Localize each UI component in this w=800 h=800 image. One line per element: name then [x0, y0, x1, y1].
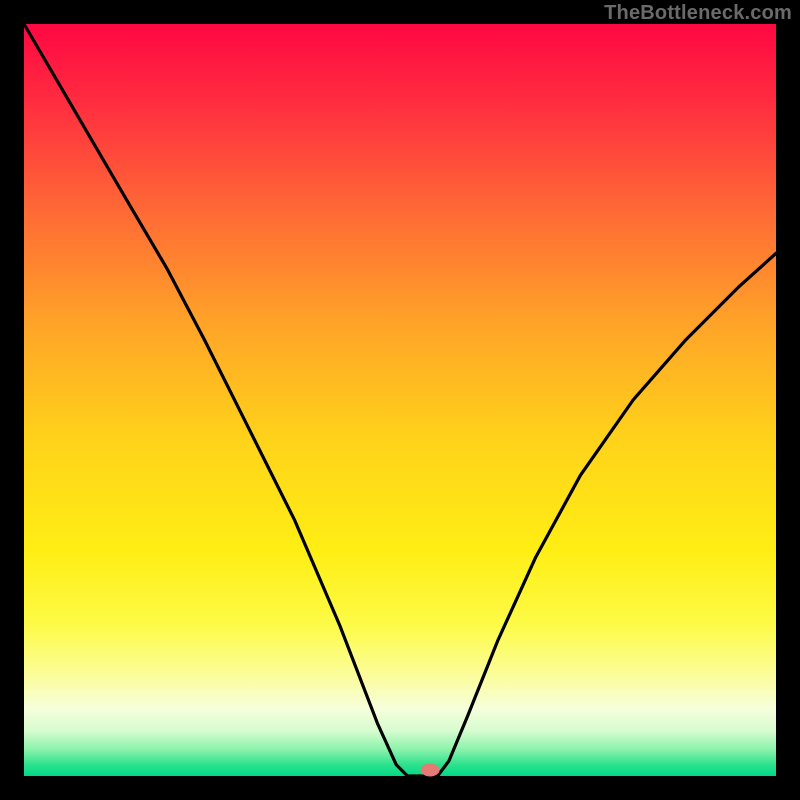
chart-container: TheBottleneck.com [0, 0, 800, 800]
optimal-point-marker [421, 764, 439, 776]
watermark-text: TheBottleneck.com [604, 2, 792, 25]
gradient-plot-area [24, 24, 776, 776]
bottleneck-v-curve-chart [0, 0, 800, 800]
